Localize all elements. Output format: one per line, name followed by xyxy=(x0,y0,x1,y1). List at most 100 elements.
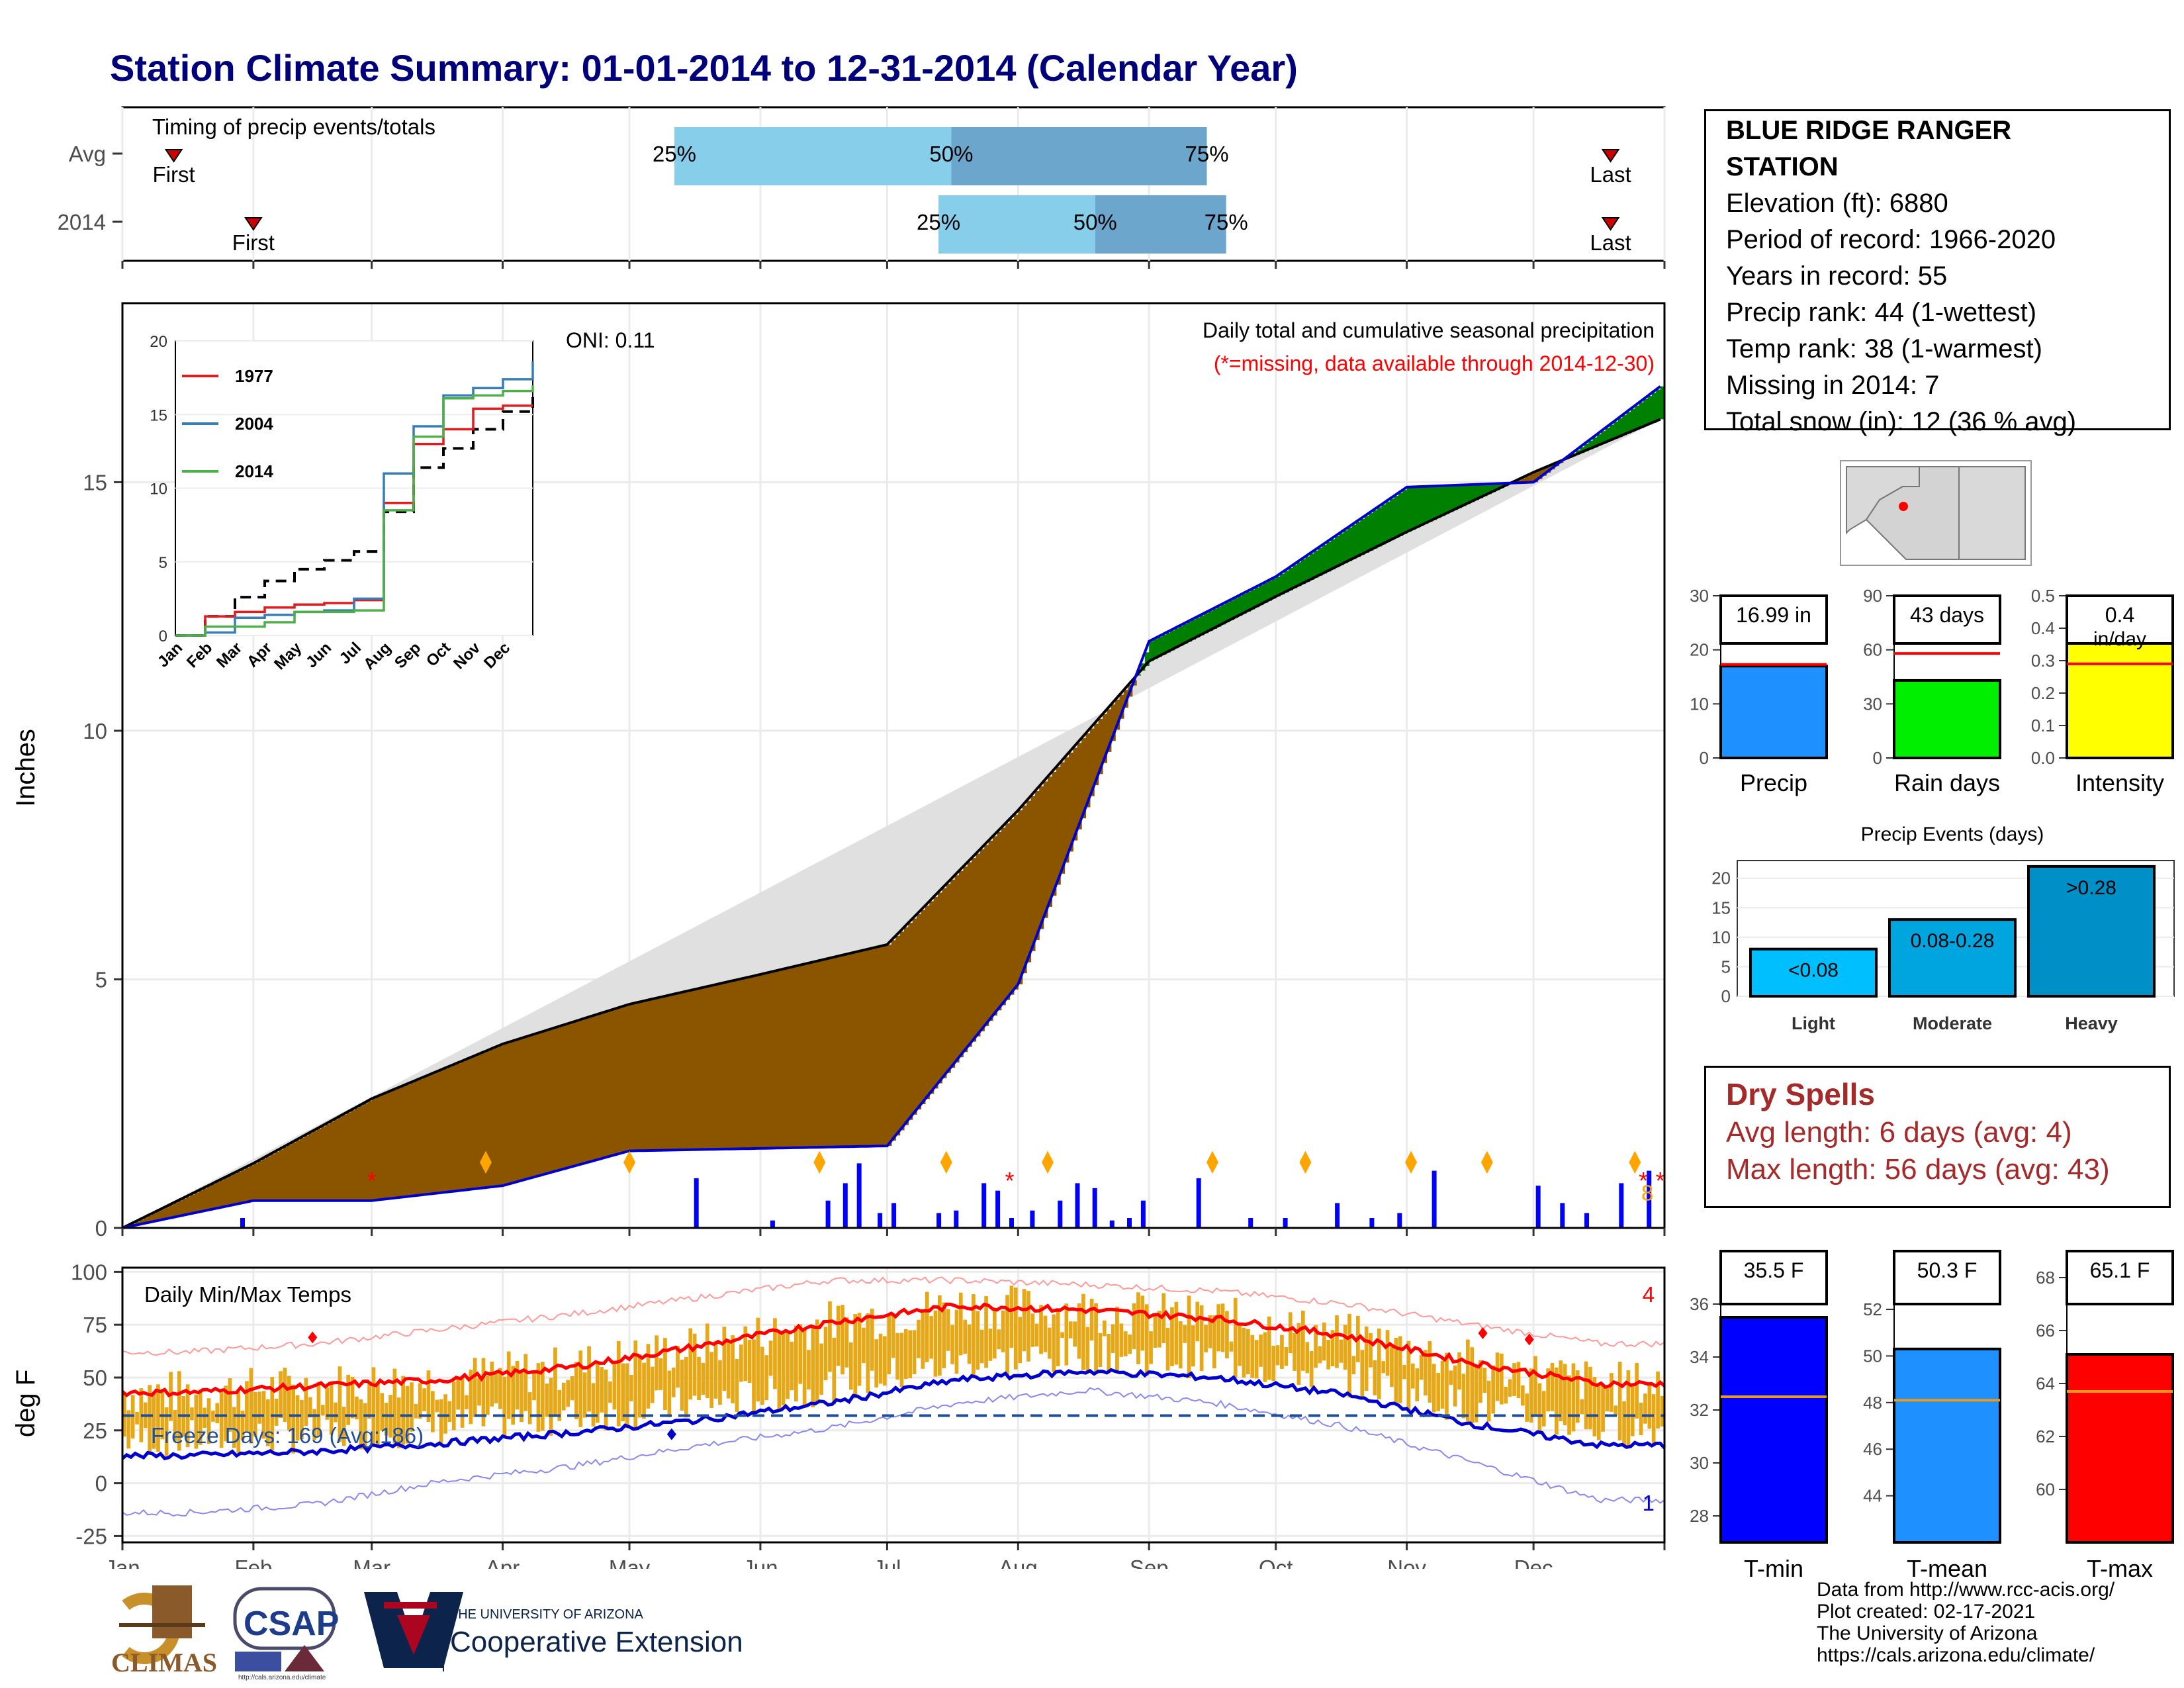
daily-temp-bar xyxy=(1111,1324,1115,1353)
cumulative-difference-fill xyxy=(1293,565,1298,588)
cumulative-difference-fill xyxy=(215,1182,220,1209)
daily-temp-bar xyxy=(760,1346,764,1405)
daily-temp-bar xyxy=(972,1294,976,1379)
daily-temp-bar xyxy=(274,1398,279,1426)
daily-temp-bar xyxy=(933,1310,938,1377)
daily-temp-bar xyxy=(1339,1339,1343,1363)
cumulative-difference-fill xyxy=(1622,415,1627,436)
daily-temp-bar xyxy=(1630,1385,1635,1436)
daily-temp-bar xyxy=(1132,1303,1136,1350)
cumulative-difference-fill xyxy=(596,1015,600,1160)
daily-temp-bar xyxy=(600,1367,604,1413)
timing-p25-label: 25% xyxy=(653,142,696,166)
daily-temp-bar xyxy=(743,1326,748,1382)
daily-temp-bar xyxy=(287,1376,291,1430)
station-period: Period of record: 1966-2020 xyxy=(1726,225,2056,254)
daily-temp-bar xyxy=(633,1340,638,1428)
cumulative-difference-fill xyxy=(338,1117,343,1201)
summary-bars-panel: 0 10 20 30 16.99 in Precip 0 30 60 90 43 days Rain … xyxy=(1690,586,2174,796)
cumulative-difference-fill xyxy=(502,1044,508,1186)
cumulative-difference-fill xyxy=(414,1081,419,1196)
missing-count-label: 8 xyxy=(1641,1181,1653,1205)
cumulative-difference-fill xyxy=(815,961,820,1148)
cumulative-difference-fill xyxy=(1149,641,1154,661)
average-max-line xyxy=(121,1302,1666,1398)
events-y-tick-label: 20 xyxy=(1711,868,1731,888)
cumulative-difference-fill xyxy=(363,1103,368,1201)
daily-temp-bar xyxy=(152,1392,156,1449)
cumulative-difference-fill xyxy=(1453,485,1458,510)
daily-temp-bar xyxy=(532,1372,536,1401)
cumulative-difference-fill xyxy=(1381,504,1387,545)
daily-temp-bar xyxy=(925,1291,929,1362)
precip-frame xyxy=(121,302,1666,1229)
daily-temp-bar xyxy=(870,1309,874,1371)
summary-value-box xyxy=(2066,1250,2174,1305)
summary-value-text: 35.5 F xyxy=(1744,1258,1804,1282)
cumulative-difference-fill xyxy=(1275,577,1281,597)
cumulative-difference-fill xyxy=(701,988,706,1150)
cumulative-difference-fill xyxy=(1271,579,1277,599)
daily-temp-bar xyxy=(1153,1314,1158,1348)
daily-temp-bar xyxy=(545,1383,549,1417)
cumulative-difference-fill xyxy=(637,1002,643,1151)
daily-temp-bar xyxy=(1242,1327,1246,1378)
summary-value-box xyxy=(1893,594,2001,645)
daily-precip-bar xyxy=(240,1218,245,1228)
daily-temp-bar xyxy=(523,1354,528,1411)
summary-y-tick-label: 0.2 xyxy=(2031,683,2055,703)
daily-temp-bar xyxy=(169,1372,173,1421)
station-info-box: BLUE RIDGE RANGER STATION Elevation (ft)… xyxy=(1704,109,2171,436)
temp-y-axis-title: deg F xyxy=(11,1370,40,1437)
svg-text:Cooperative Extension: Cooperative Extension xyxy=(450,1626,741,1658)
cumulative-difference-fill xyxy=(283,1147,288,1201)
daily-temp-bar xyxy=(431,1391,435,1432)
daily-temp-bar xyxy=(1635,1363,1639,1419)
daily-temp-bar xyxy=(722,1327,727,1391)
missing-data-marker: * xyxy=(1656,1167,1665,1194)
daily-temp-bar xyxy=(1267,1316,1271,1380)
daily-temp-bar xyxy=(1575,1370,1580,1423)
daily-temp-bar xyxy=(1491,1365,1495,1414)
cumulative-difference-fill xyxy=(878,946,884,1147)
daily-temp-bar xyxy=(219,1392,224,1448)
cumulative-difference-fill xyxy=(316,1129,322,1201)
cumulative-difference-fill xyxy=(1314,550,1319,578)
precip-event-bar-text: >0.28 xyxy=(2066,877,2116,899)
csap-logo: CSAP http://cals.arizona.edu/climate xyxy=(233,1587,339,1681)
cumulative-difference-fill xyxy=(1013,814,1019,990)
cumulative-difference-fill xyxy=(587,1017,592,1163)
temp-panel: Jan Feb Mar Apr May Jun Jul Aug Sep Oct Nov Dec 100 7… xyxy=(11,1260,1666,1569)
daily-temp-bar xyxy=(1660,1395,1664,1427)
daily-temp-bar xyxy=(549,1378,553,1436)
daily-temp-bar xyxy=(1263,1332,1267,1382)
cumulative-difference-fill xyxy=(367,1101,373,1201)
daily-temp-bar xyxy=(325,1387,330,1420)
daily-temp-bar xyxy=(976,1311,980,1370)
cumulative-difference-fill xyxy=(929,901,934,1094)
daily-temp-bar xyxy=(756,1317,760,1402)
daily-temp-bar xyxy=(1470,1347,1475,1423)
daily-temp-bar xyxy=(1123,1331,1128,1356)
daily-temp-bar xyxy=(862,1327,866,1364)
daily-temp-bar xyxy=(240,1411,245,1440)
cumulative-difference-fill xyxy=(1360,518,1365,555)
daily-temp-bar xyxy=(396,1397,401,1448)
cumulative-difference-fill xyxy=(1647,396,1653,425)
precip-event-bar xyxy=(1749,947,1878,998)
summary-value-text: 0.4 xyxy=(2105,603,2134,627)
daily-temp-bar xyxy=(1500,1353,1504,1405)
cumulative-difference-fill xyxy=(1280,573,1285,594)
cumulative-difference-fill xyxy=(718,984,723,1150)
summary-bar-precip xyxy=(1719,665,1828,759)
cumulative-difference-fill xyxy=(1030,796,1036,951)
summary-bar-label: Intensity xyxy=(2075,769,2164,796)
cumulative-difference-fill xyxy=(410,1082,415,1197)
cumulative-difference-fill xyxy=(629,1004,634,1151)
cumulative-difference-fill xyxy=(731,981,736,1149)
daily-temp-bar xyxy=(718,1360,722,1405)
summary-y-tick-label: 0 xyxy=(1873,748,1882,768)
heavy-event-marker xyxy=(479,1150,492,1174)
daily-temp-bar xyxy=(1445,1352,1449,1420)
cumulative-difference-fill xyxy=(473,1056,478,1190)
